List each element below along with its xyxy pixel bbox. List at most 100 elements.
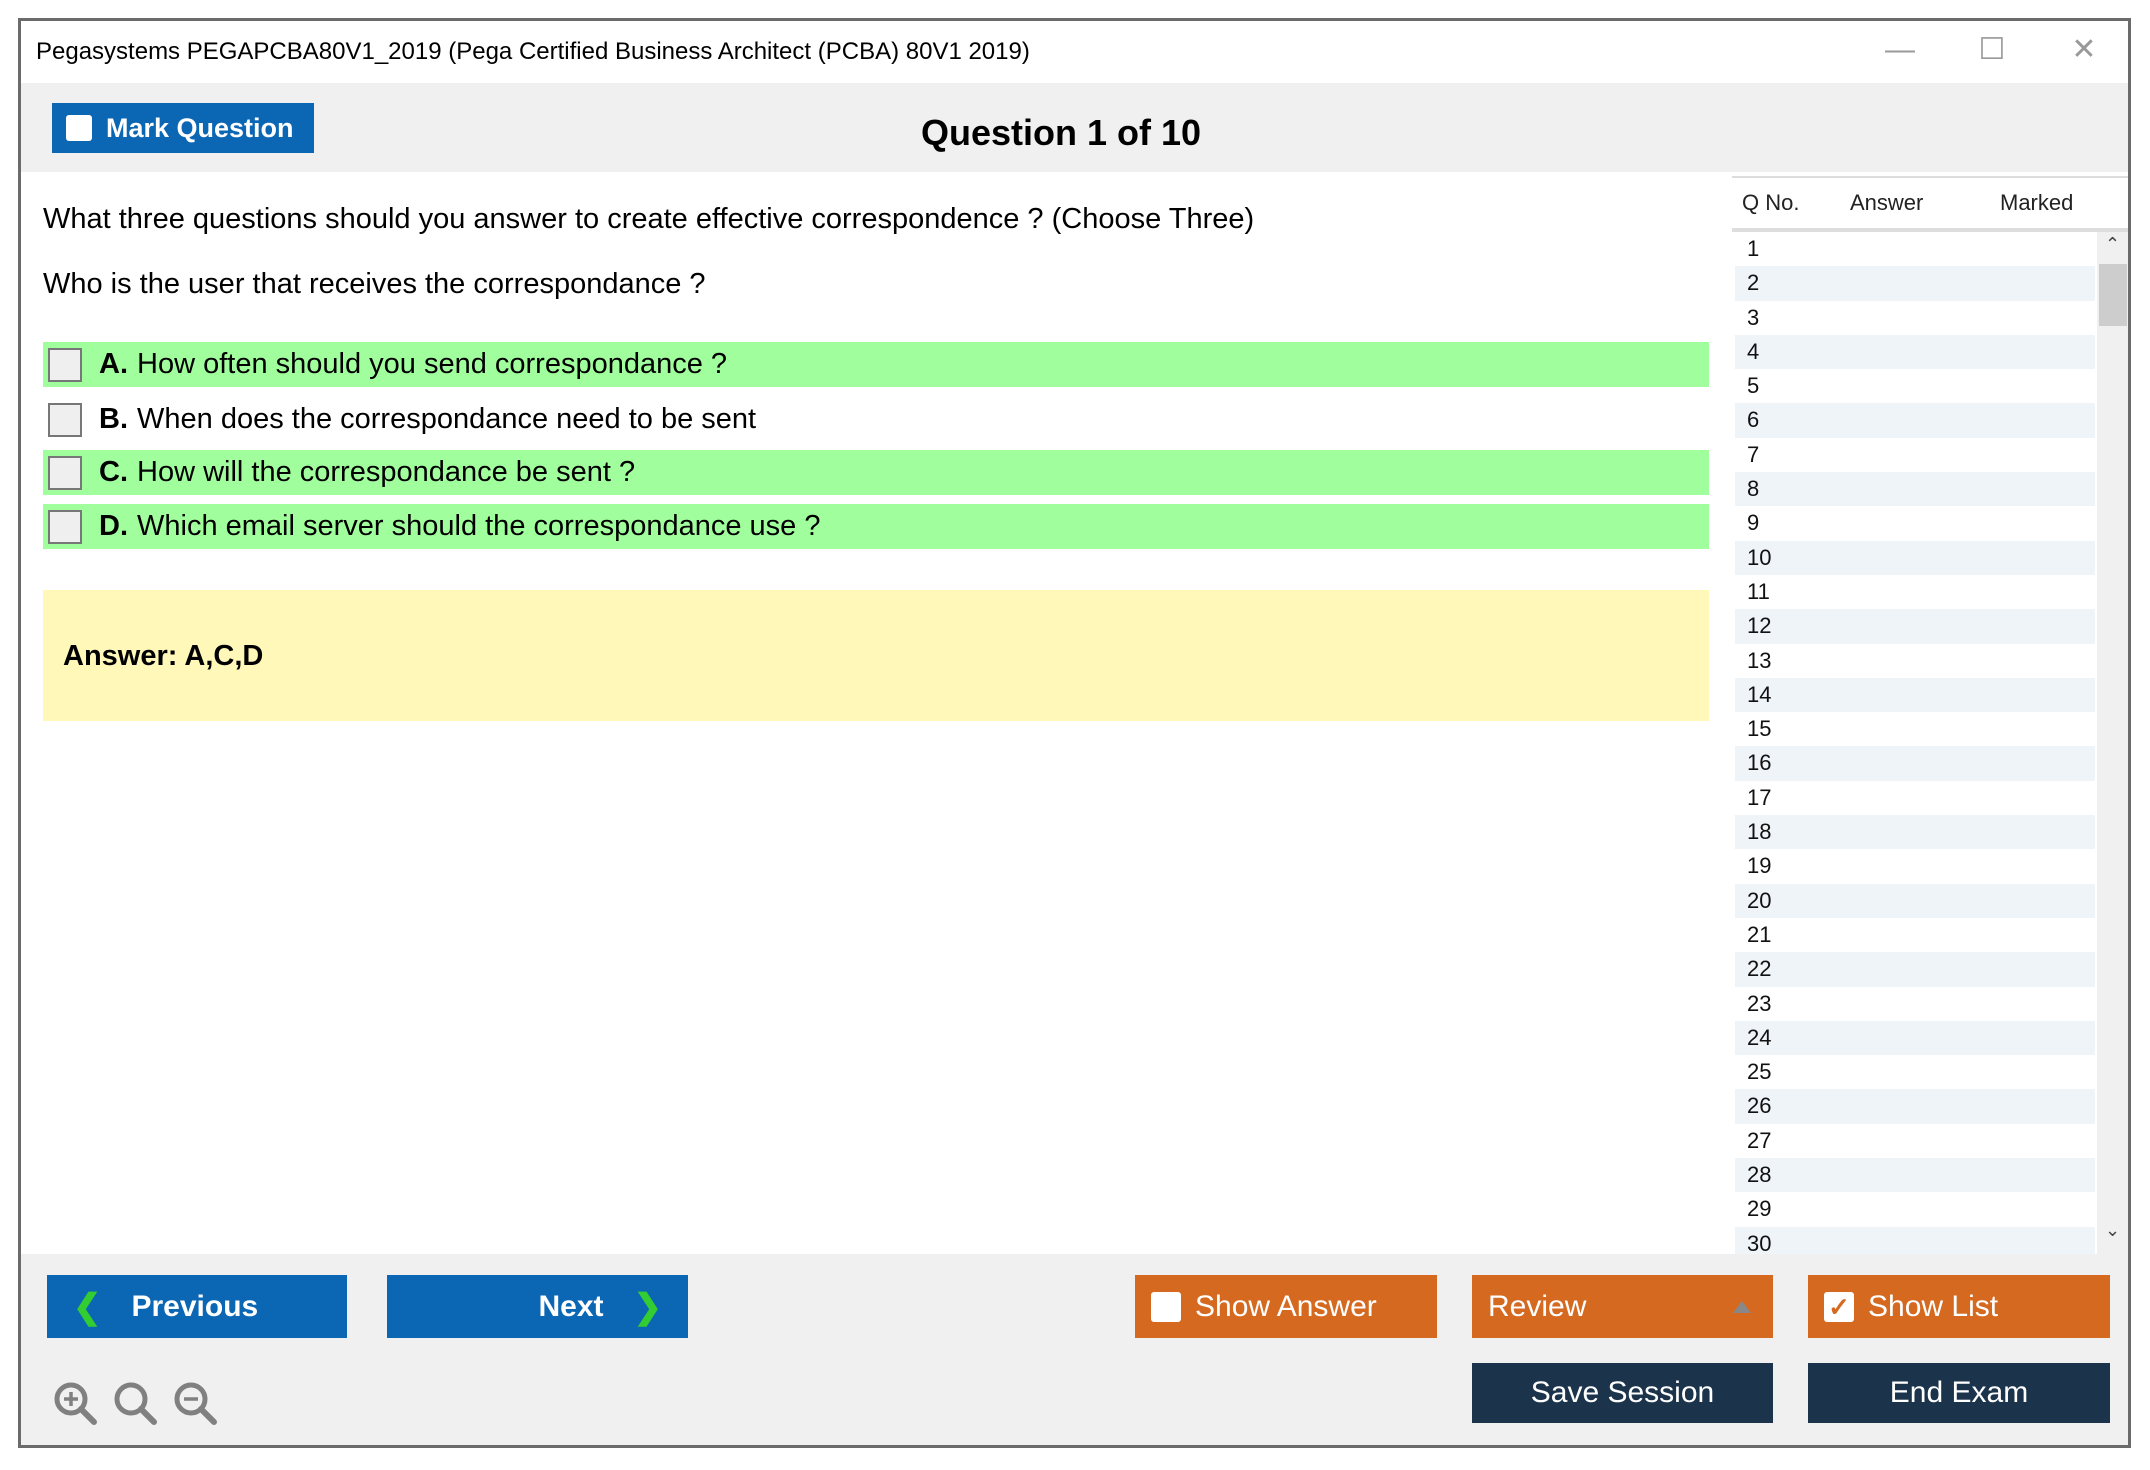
question-number: 22	[1747, 956, 1772, 982]
end-exam-button[interactable]: End Exam	[1808, 1363, 2110, 1423]
zoom-reset-icon[interactable]	[112, 1380, 158, 1426]
option-a[interactable]: A. How often should you send corresponda…	[43, 342, 1709, 387]
question-list-row[interactable]: 15	[1735, 712, 2095, 746]
mark-question-button[interactable]: Mark Question	[52, 103, 314, 153]
scroll-up-icon[interactable]: ⌃	[2104, 234, 2121, 254]
question-list-row[interactable]: 6	[1735, 403, 2095, 438]
maximize-button[interactable]: ☐	[1978, 33, 2006, 66]
question-list-row[interactable]: 12	[1735, 609, 2095, 644]
question-list-row[interactable]: 4	[1735, 334, 2095, 370]
question-list-row[interactable]: 27	[1735, 1124, 2095, 1158]
question-list-row[interactable]: 8	[1735, 472, 2095, 507]
toolbar	[21, 83, 2128, 172]
question-number: 8	[1747, 476, 1760, 502]
save-session-button[interactable]: Save Session	[1472, 1363, 1773, 1423]
next-label: Next	[538, 1289, 604, 1323]
review-dropdown[interactable]: Review	[1472, 1275, 1773, 1338]
question-list-row[interactable]: 20	[1735, 883, 2095, 918]
scrollbar[interactable]	[2097, 232, 2128, 1254]
option-checkbox[interactable]	[48, 402, 82, 437]
show-list-label: Show List	[1868, 1289, 1999, 1323]
checkbox-icon	[66, 115, 92, 141]
option-b[interactable]: B. When does the correspondance need to …	[43, 397, 1709, 442]
answer-text: Answer: A,C,D	[63, 640, 264, 672]
option-checkbox[interactable]	[48, 347, 82, 382]
close-button[interactable]: ✕	[2071, 33, 2097, 66]
question-number: 21	[1747, 921, 1772, 947]
question-list: 1 2 3 4 5 6 7 8 9 10 11 12 13 14 15 16 17 18 19 20 21 22 23 24 2…	[1735, 232, 2095, 1261]
question-number: 24	[1747, 1024, 1772, 1050]
question-list-row[interactable]: 9	[1735, 506, 2095, 540]
answer-box	[43, 590, 1709, 721]
option-text: How will the correspondance be sent ?	[137, 456, 636, 488]
zoom-out-icon[interactable]	[172, 1380, 218, 1426]
minimize-button[interactable]: —	[1885, 33, 1915, 66]
question-list-row[interactable]: 29	[1735, 1192, 2095, 1226]
question-list-row[interactable]: 3	[1735, 301, 2095, 335]
checkbox-icon	[1151, 1291, 1181, 1322]
show-answer-button[interactable]: Show Answer	[1135, 1275, 1437, 1338]
question-list-row[interactable]: 23	[1735, 987, 2095, 1021]
question-number: 10	[1747, 544, 1772, 570]
option-letter: A.	[99, 348, 128, 380]
question-number: 20	[1747, 887, 1772, 913]
show-list-button[interactable]: ✓ Show List	[1808, 1275, 2110, 1338]
question-list-row[interactable]: 19	[1735, 849, 2095, 883]
question-list-row[interactable]: 18	[1735, 815, 2095, 850]
option-checkbox[interactable]	[48, 455, 82, 490]
question-list-row[interactable]: 7	[1735, 438, 2095, 472]
question-list-row[interactable]: 5	[1735, 369, 2095, 403]
question-number: 19	[1747, 853, 1772, 879]
show-answer-label: Show Answer	[1195, 1289, 1377, 1323]
question-list-row[interactable]: 25	[1735, 1055, 2095, 1089]
question-list-row[interactable]: 22	[1735, 952, 2095, 987]
question-list-row[interactable]: 28	[1735, 1158, 2095, 1193]
triangle-up-icon	[1733, 1300, 1751, 1313]
review-label: Review	[1488, 1289, 1587, 1323]
question-number: 13	[1747, 647, 1772, 673]
option-checkbox[interactable]	[48, 509, 82, 544]
chevron-left-icon: ❮	[73, 1287, 102, 1326]
question-list-row[interactable]: 2	[1735, 266, 2095, 301]
scrollbar-thumb[interactable]	[2099, 264, 2127, 326]
question-list-row[interactable]: 14	[1735, 677, 2095, 713]
question-number: 4	[1747, 338, 1760, 364]
option-c[interactable]: C. How will the correspondance be sent ?	[43, 450, 1709, 495]
question-number: 6	[1747, 407, 1760, 433]
chevron-right-icon: ❯	[633, 1287, 663, 1326]
question-number: 15	[1747, 716, 1772, 742]
question-list-row[interactable]: 1	[1735, 232, 2095, 266]
checkbox-checked-icon: ✓	[1824, 1291, 1854, 1322]
question-number: 12	[1747, 613, 1772, 639]
option-letter: D.	[99, 510, 128, 542]
question-number: 14	[1747, 681, 1772, 707]
header-answer[interactable]: Answer	[1850, 190, 1924, 215]
scroll-down-icon[interactable]: ⌄	[2104, 1220, 2121, 1240]
next-button[interactable]: Next ❯	[387, 1275, 688, 1338]
question-list-row[interactable]: 24	[1735, 1020, 2095, 1056]
question-number: 17	[1747, 784, 1772, 810]
header-marked[interactable]: Marked	[2000, 190, 2074, 215]
question-number: 29	[1747, 1196, 1772, 1222]
header-qno[interactable]: Q No.	[1742, 190, 1800, 215]
question-list-row[interactable]: 17	[1735, 781, 2095, 815]
option-text: When does the correspondance need to be …	[137, 403, 757, 435]
question-number: 2	[1747, 270, 1760, 296]
option-letter: C.	[99, 456, 128, 488]
option-d[interactable]: D. Which email server should the corresp…	[43, 504, 1709, 549]
question-list-row[interactable]: 16	[1735, 746, 2095, 781]
question-number: 7	[1747, 441, 1760, 467]
question-list-row[interactable]: 13	[1735, 644, 2095, 678]
question-list-row[interactable]: 21	[1735, 918, 2095, 952]
option-text: Which email server should the correspond…	[137, 510, 821, 542]
question-number: 25	[1747, 1059, 1772, 1085]
question-number: 11	[1747, 578, 1770, 604]
question-list-row[interactable]: 10	[1735, 540, 2095, 575]
previous-button[interactable]: ❮ Previous	[47, 1275, 347, 1338]
question-list-row[interactable]: 26	[1735, 1089, 2095, 1124]
previous-label: Previous	[131, 1289, 259, 1323]
mark-question-label: Mark Question	[106, 112, 294, 143]
question-number: 30	[1747, 1230, 1772, 1256]
zoom-in-icon[interactable]	[52, 1380, 98, 1426]
question-list-row[interactable]: 11	[1735, 575, 2095, 609]
